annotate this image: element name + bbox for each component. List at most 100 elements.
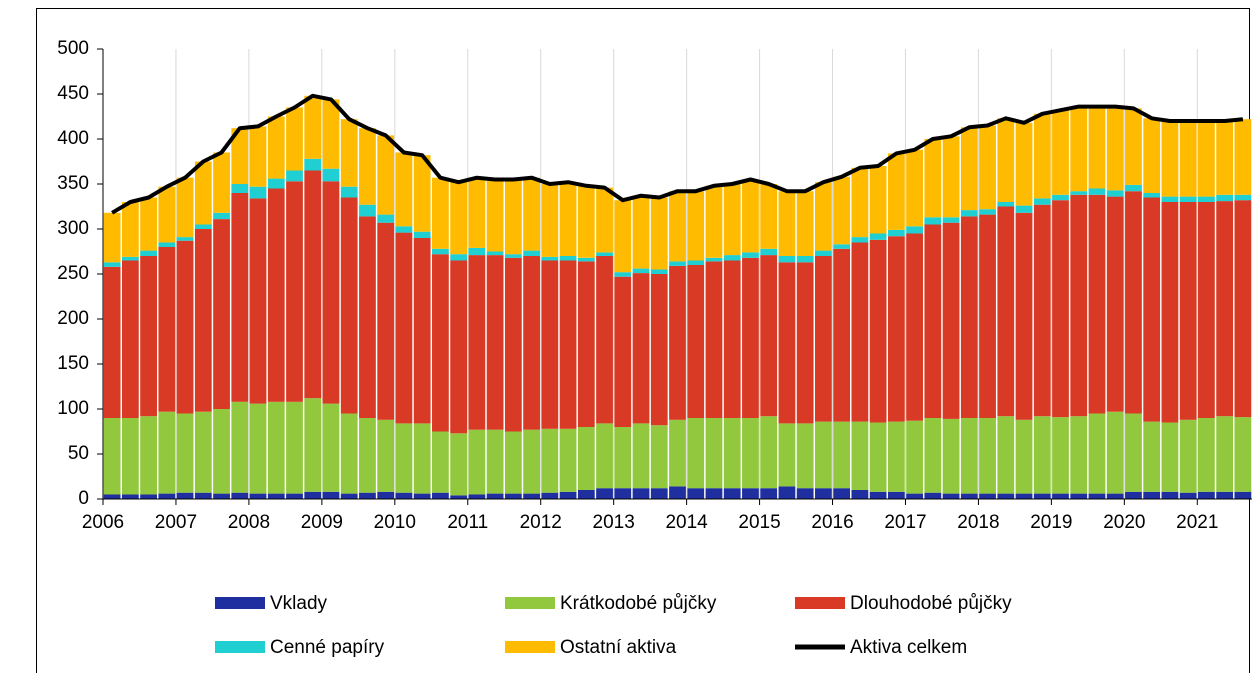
bar-segment [742,257,759,418]
bar-segment [194,411,212,493]
bar-segment [1052,200,1069,418]
bar-segment [541,260,559,429]
bar-segment [723,184,741,256]
bar-segment [687,260,705,265]
bar-segment [742,252,759,258]
bar-segment [997,202,1015,207]
bar-segment [997,206,1015,417]
bar-segment [851,242,869,422]
bar-segment [1198,418,1215,492]
legend-swatch [795,597,845,609]
bar-segment [194,492,212,499]
bar-segment [213,212,230,220]
bar-segment [687,191,705,261]
bar-segment [231,193,249,402]
bar-segment [103,212,121,263]
bar-segment [796,256,814,263]
bar-segment [559,182,577,256]
x-tick-label: 2010 [374,512,416,533]
bar-segment [577,185,595,258]
bar-segment [614,276,632,427]
bar-segment [377,491,395,499]
bar-segment [249,198,267,404]
bar-segment [906,233,923,421]
bar-segment [231,492,249,499]
bar-segment [632,273,650,424]
bar-segment [176,240,194,414]
bar-segment [1143,421,1161,492]
bar-segment [760,248,778,256]
bar-segment [1070,416,1088,494]
bar-segment [1161,491,1179,499]
bar-segment [377,222,395,420]
bar-segment [413,231,431,238]
bar-segment [103,262,121,267]
bar-segment [140,250,157,256]
bar-segment [960,210,978,217]
bar-segment [359,492,376,499]
bar-segment [213,493,230,499]
bar-segment [1179,202,1197,420]
bar-segment [1088,106,1106,189]
legend-swatch [215,641,265,653]
bar-segment [650,425,668,489]
bar-segment [322,403,340,492]
bar-segment [1198,196,1215,202]
bar-segment [140,197,157,251]
bar-segment [614,427,632,489]
bar-segment [723,418,741,489]
bar-segment [815,256,832,422]
bar-segment [1125,491,1142,499]
bar-segment [541,256,559,261]
y-tick-label: 100 [57,398,89,419]
y-tick-label: 300 [57,218,89,239]
legend-label: Dlouhodobé půjčky [850,593,1012,614]
bar-segment [523,256,540,430]
bar-segment [158,247,176,412]
x-tick-label: 2015 [738,512,780,533]
bar-segment [231,401,249,493]
bar-segment [815,488,832,499]
bar-segment [377,135,395,215]
x-tick-label: 2006 [82,512,124,533]
bar-segment [1234,200,1252,418]
bar-segment [851,490,869,499]
bar-segment [249,186,267,199]
bar-segment [176,237,194,241]
bar-segment [1088,194,1106,414]
bar-segment [632,423,650,489]
bar-segment [833,244,851,249]
bar-segment [121,418,139,495]
bar-segment [1033,493,1051,499]
bar-segment [1070,194,1088,417]
bar-segment [1179,419,1197,493]
bar-segment [650,274,668,426]
y-tick-label: 500 [57,38,89,59]
bar-segment [979,214,996,418]
y-tick-label: 450 [57,83,89,104]
bar-segment [924,217,942,225]
bar-segment [559,428,577,492]
bar-segment [669,419,686,487]
bar-segment [304,170,322,399]
bar-segment [1179,196,1197,202]
bar-segment [559,260,577,429]
bar-segment [1015,205,1033,213]
x-tick-label: 2019 [1030,512,1072,533]
x-tick-label: 2017 [884,512,926,533]
bar-segment [833,488,851,499]
bar-segment [997,118,1015,202]
bar-segment [906,420,923,494]
bar-segment [687,418,705,489]
bar-segment [541,492,559,499]
bar-segment [523,250,540,256]
legend-swatch [215,597,265,609]
bar-segment [778,423,796,487]
bar-segment [359,204,376,217]
bar-segment [304,95,322,159]
bar-segment [1234,194,1252,201]
bar-segment [760,416,778,489]
bar-segment [614,488,632,499]
bar-segment [377,419,395,492]
